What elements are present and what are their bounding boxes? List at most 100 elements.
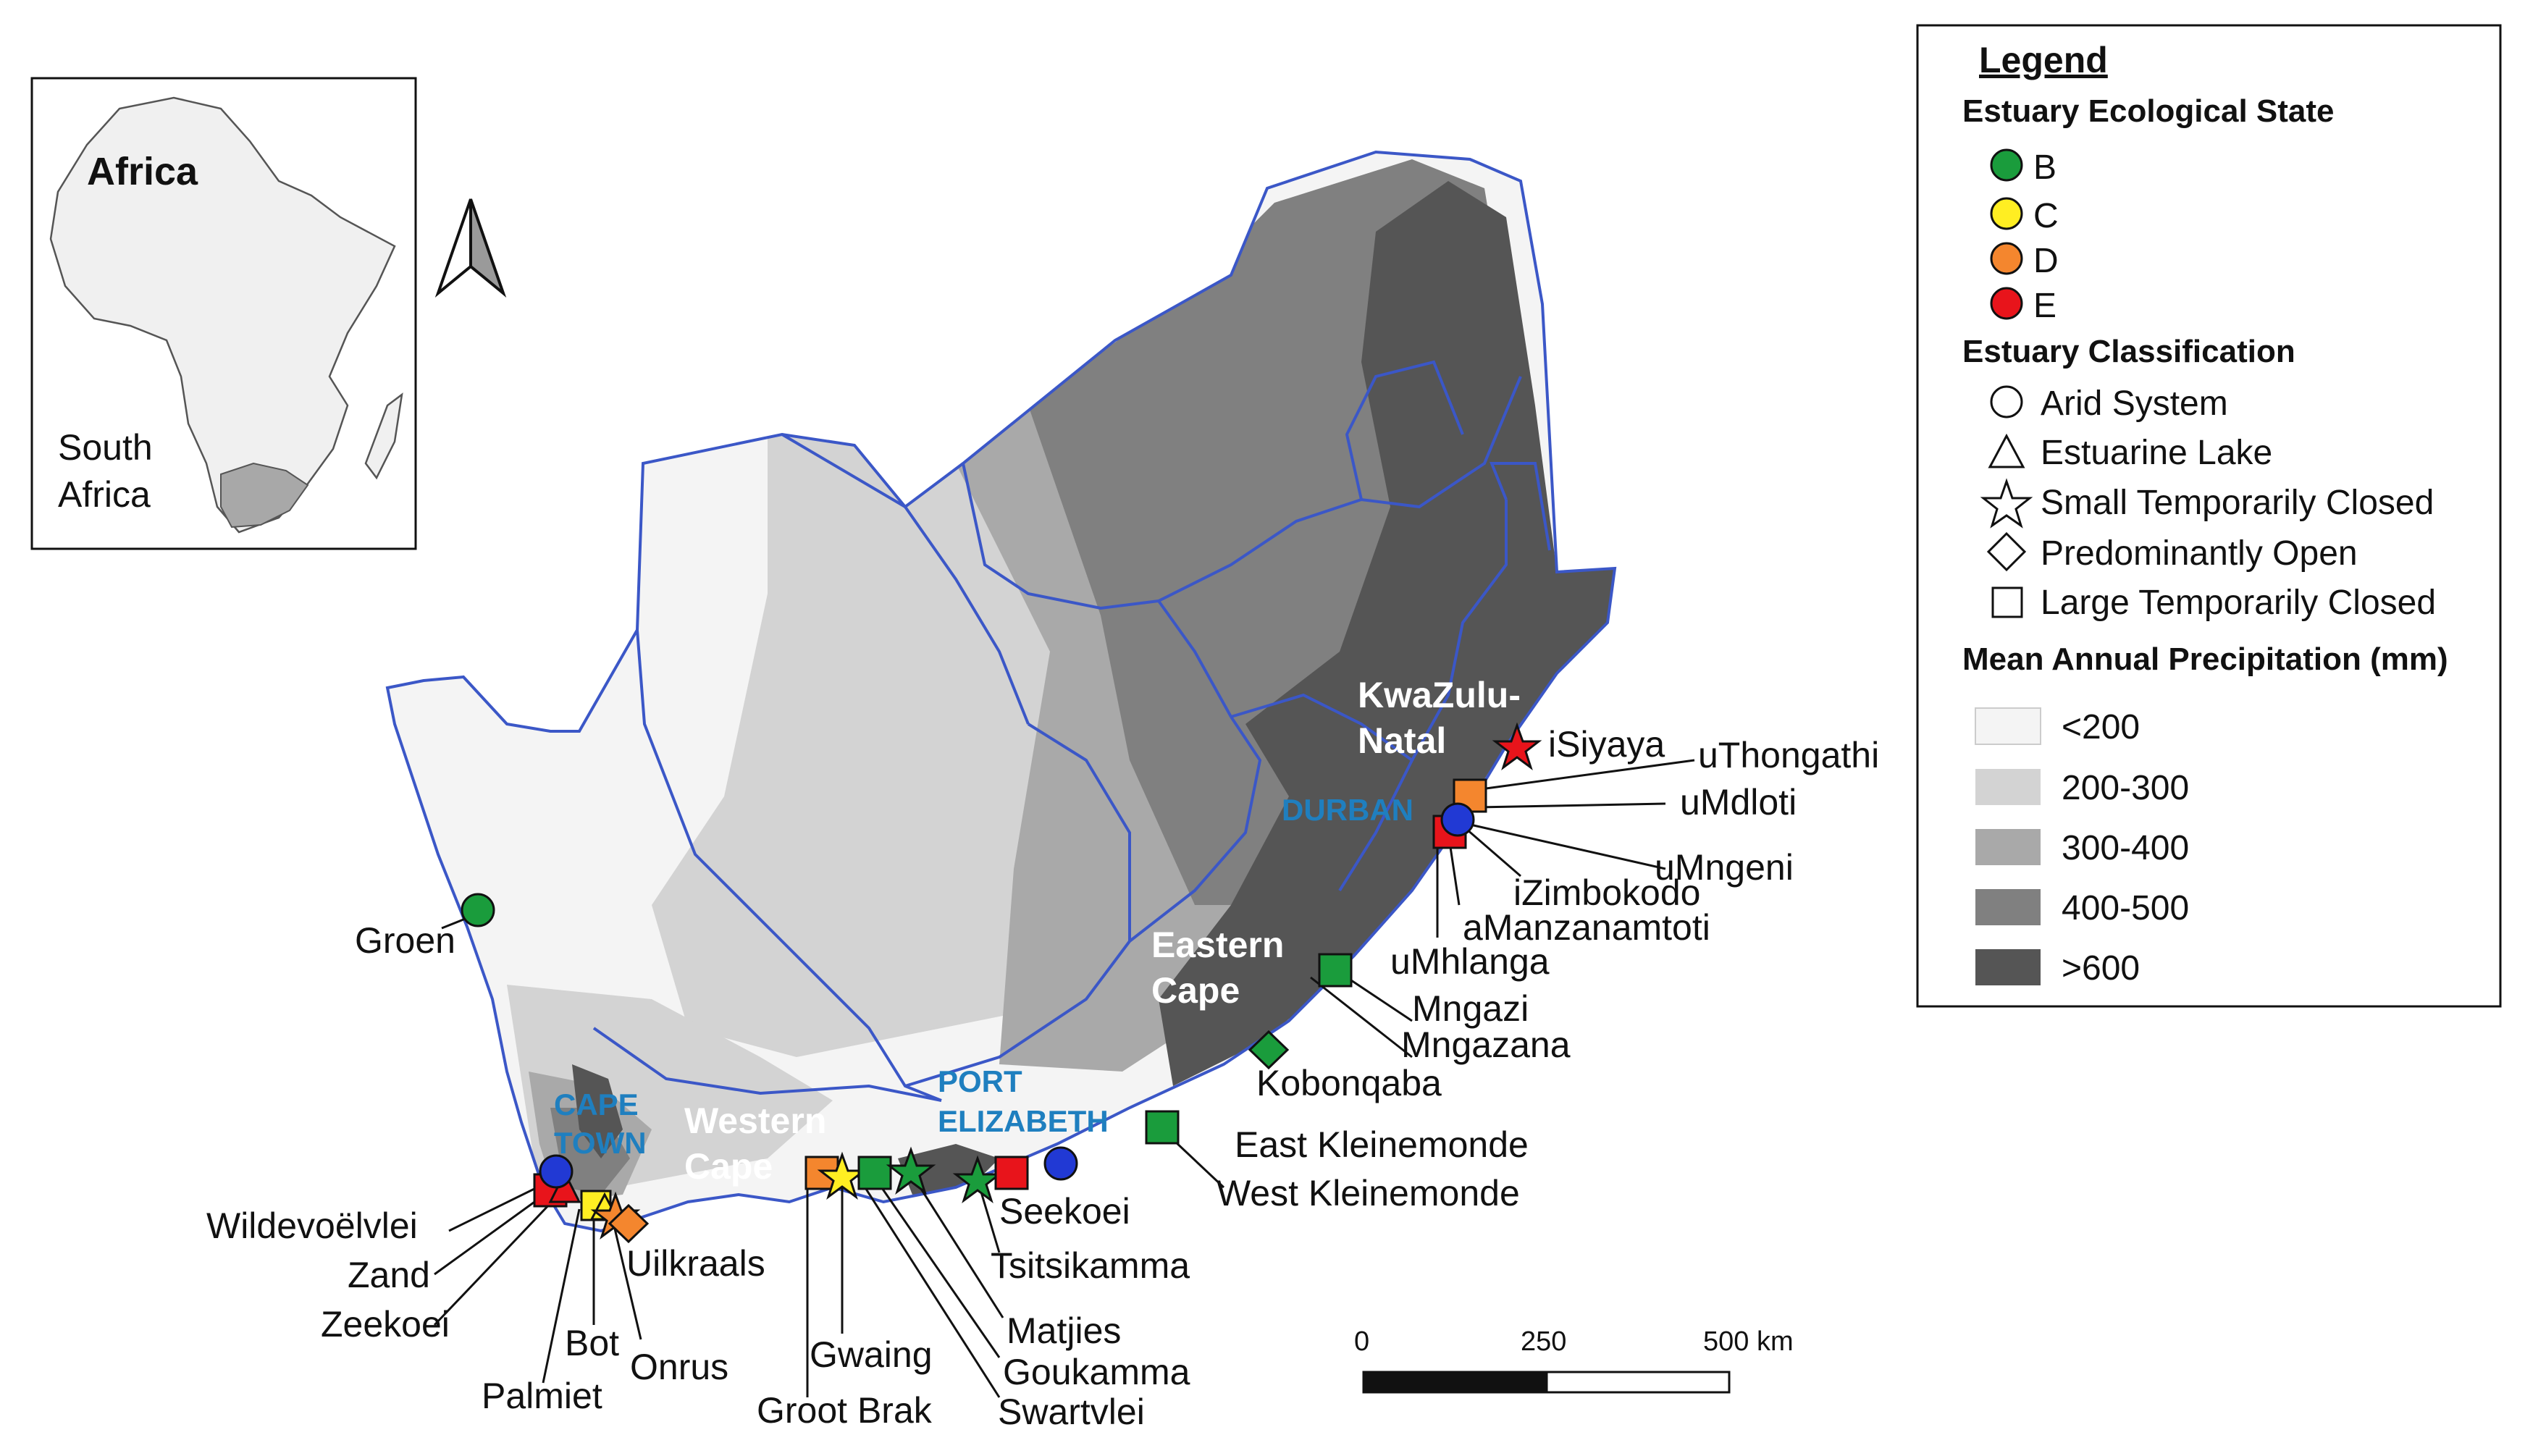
marker-kobonqaba <box>1248 1030 1290 1070</box>
legend-precip-1: <200 <box>2062 708 2140 746</box>
scale-tick-500: 500 km <box>1703 1326 1794 1357</box>
estuary-label-zand: Zand <box>348 1255 430 1295</box>
africa-outline <box>49 96 396 534</box>
legend-state-d: D <box>2033 242 2059 280</box>
legend-precip-2: 200-300 <box>2062 769 2189 807</box>
estuary-label-uthongathi: uThongathi <box>1698 735 1879 775</box>
estuary-label-umdloti: uMdloti <box>1680 782 1797 822</box>
legend-precip-4: 400-500 <box>2062 889 2189 927</box>
legend-class-lake: Estuarine Lake <box>2041 434 2272 472</box>
legend-precip-heading: Mean Annual Precipitation (mm) <box>1962 641 2448 677</box>
marker-uilkraals <box>608 1203 650 1244</box>
madagascar-outline <box>364 392 403 480</box>
legend-precip-4-swatch <box>1975 889 2041 925</box>
estuary-label-groot-brak: Groot Brak <box>757 1390 933 1431</box>
estuary-label-onrus: Onrus <box>630 1347 728 1387</box>
legend-title: Legend <box>1979 40 2108 80</box>
scale-bar-light <box>1545 1371 1731 1394</box>
estuary-label-gwaing: Gwaing <box>810 1334 933 1375</box>
marker-port-elizabeth <box>1043 1146 1078 1181</box>
diamond-icon <box>1986 531 2027 572</box>
estuary-label-uilkraals: Uilkraals <box>626 1243 765 1284</box>
precip-above-600 <box>1159 181 1615 1086</box>
scale-bar-dark <box>1362 1371 1548 1394</box>
marker-isiyaya <box>1492 722 1542 770</box>
marker-mngazi <box>1318 953 1353 988</box>
africa-inset: Africa South Africa <box>30 77 417 550</box>
legend-class-heading: Estuary Classification <box>1962 334 2295 369</box>
estuary-label-wildevoelvlei: Wildevoëlvlei <box>206 1205 418 1246</box>
scale-tick-0: 0 <box>1354 1326 1369 1357</box>
legend-state-heading: Estuary Ecological State <box>1962 93 2335 129</box>
inset-label-line1: South <box>58 427 153 468</box>
legend-precip-5: >600 <box>2062 949 2140 988</box>
estuary-label-isiyaya: iSiyaya <box>1548 724 1665 765</box>
legend-state-e-swatch <box>1990 287 2023 320</box>
estuary-label-east-kleinemonde: East Kleinemonde <box>1235 1124 1529 1165</box>
scale-bar: 0 250 500 km <box>1354 1326 1794 1394</box>
legend-precip-3: 300-400 <box>2062 829 2189 867</box>
estuary-label-goukamma: Goukamma <box>1003 1352 1190 1392</box>
estuary-label-bot: Bot <box>565 1323 619 1363</box>
marker-durban <box>1440 802 1475 837</box>
marker-cape-town <box>539 1154 574 1189</box>
legend-state-c: C <box>2033 197 2059 235</box>
estuary-label-umngeni: uMngeni <box>1655 847 1794 888</box>
marker-groen <box>461 893 495 927</box>
province-borders <box>592 360 1551 1102</box>
star-icon <box>1980 478 2033 529</box>
region-label-wc-line1: Western <box>684 1101 826 1141</box>
city-label-pe-line2: ELIZABETH <box>938 1104 1109 1138</box>
precip-above-600-sw <box>572 1064 623 1158</box>
legend: Legend Estuary Ecological State B C D E … <box>1916 24 2502 1008</box>
estuary-label-umhlanga: uMhlanga <box>1390 941 1550 982</box>
south-africa-highlight <box>220 462 309 529</box>
estuary-label-mngazi: Mngazi <box>1412 988 1529 1029</box>
marker-kleinemonde <box>1145 1110 1180 1145</box>
legend-precip-1-swatch <box>1975 707 2041 745</box>
estuary-label-tsitsikamma: Tsitsikamma <box>991 1245 1190 1286</box>
legend-precip-5-swatch <box>1975 949 2041 985</box>
estuary-label-swartvlei: Swartvlei <box>998 1392 1145 1432</box>
triangle-icon <box>1988 433 2025 468</box>
legend-class-ltc: Large Temporarily Closed <box>2041 584 2436 622</box>
legend-class-arid: Arid System <box>2041 384 2228 423</box>
city-label-cape-line2: TOWN <box>554 1126 647 1160</box>
marker-goukamma <box>857 1156 892 1190</box>
region-label-ec-line2: Cape <box>1151 970 1240 1011</box>
marker-seekoei <box>994 1156 1029 1190</box>
city-label-pe-line1: PORT <box>938 1064 1022 1098</box>
marker-matjies <box>886 1146 936 1195</box>
city-label-cape-line1: CAPE <box>554 1087 639 1122</box>
inset-label-line2: Africa <box>58 474 151 515</box>
precipitation-zones <box>507 159 1615 1202</box>
circle-icon <box>1990 385 2023 418</box>
legend-precip-3-swatch <box>1975 829 2041 865</box>
estuary-label-palmiet: Palmiet <box>482 1376 602 1416</box>
legend-state-b-swatch <box>1990 148 2023 182</box>
estuary-label-izimbokodo: iZimbokodo <box>1513 872 1700 913</box>
legend-state-c-swatch <box>1990 197 2023 230</box>
region-label-wc-line2: Cape <box>684 1146 773 1187</box>
region-label-kzn-line1: KwaZulu- <box>1358 675 1521 715</box>
estuary-label-matjies: Matjies <box>1007 1310 1121 1351</box>
region-label-kzn-line2: Natal <box>1358 720 1446 761</box>
legend-class-stc: Small Temporarily Closed <box>2041 484 2434 522</box>
region-label-ec-line1: Eastern <box>1151 925 1284 965</box>
estuary-label-zeekoei: Zeekoei <box>321 1304 450 1345</box>
legend-class-open: Predominantly Open <box>2041 534 2358 573</box>
inset-title: Africa <box>87 150 198 193</box>
city-label-durban: DURBAN <box>1282 793 1413 827</box>
estuary-label-west-kleinemonde: West Kleinemonde <box>1217 1173 1520 1213</box>
legend-state-b: B <box>2033 148 2056 187</box>
estuary-label-amanzanamtoti: aManzanamtoti <box>1463 907 1710 948</box>
estuary-label-groen: Groen <box>355 920 455 961</box>
estuary-label-mngazana: Mngazana <box>1401 1024 1571 1065</box>
legend-precip-2-swatch <box>1975 769 2041 805</box>
estuary-label-kobonqaba: Kobonqaba <box>1256 1063 1442 1103</box>
estuary-labels: Groen Wildevoëlvlei Zand Zeekoei Palmiet… <box>206 724 1879 1432</box>
legend-state-e: E <box>2033 287 2056 325</box>
legend-state-d-swatch <box>1990 242 2023 275</box>
scale-tick-250: 250 <box>1521 1326 1566 1357</box>
south-africa-map <box>386 151 1616 1232</box>
